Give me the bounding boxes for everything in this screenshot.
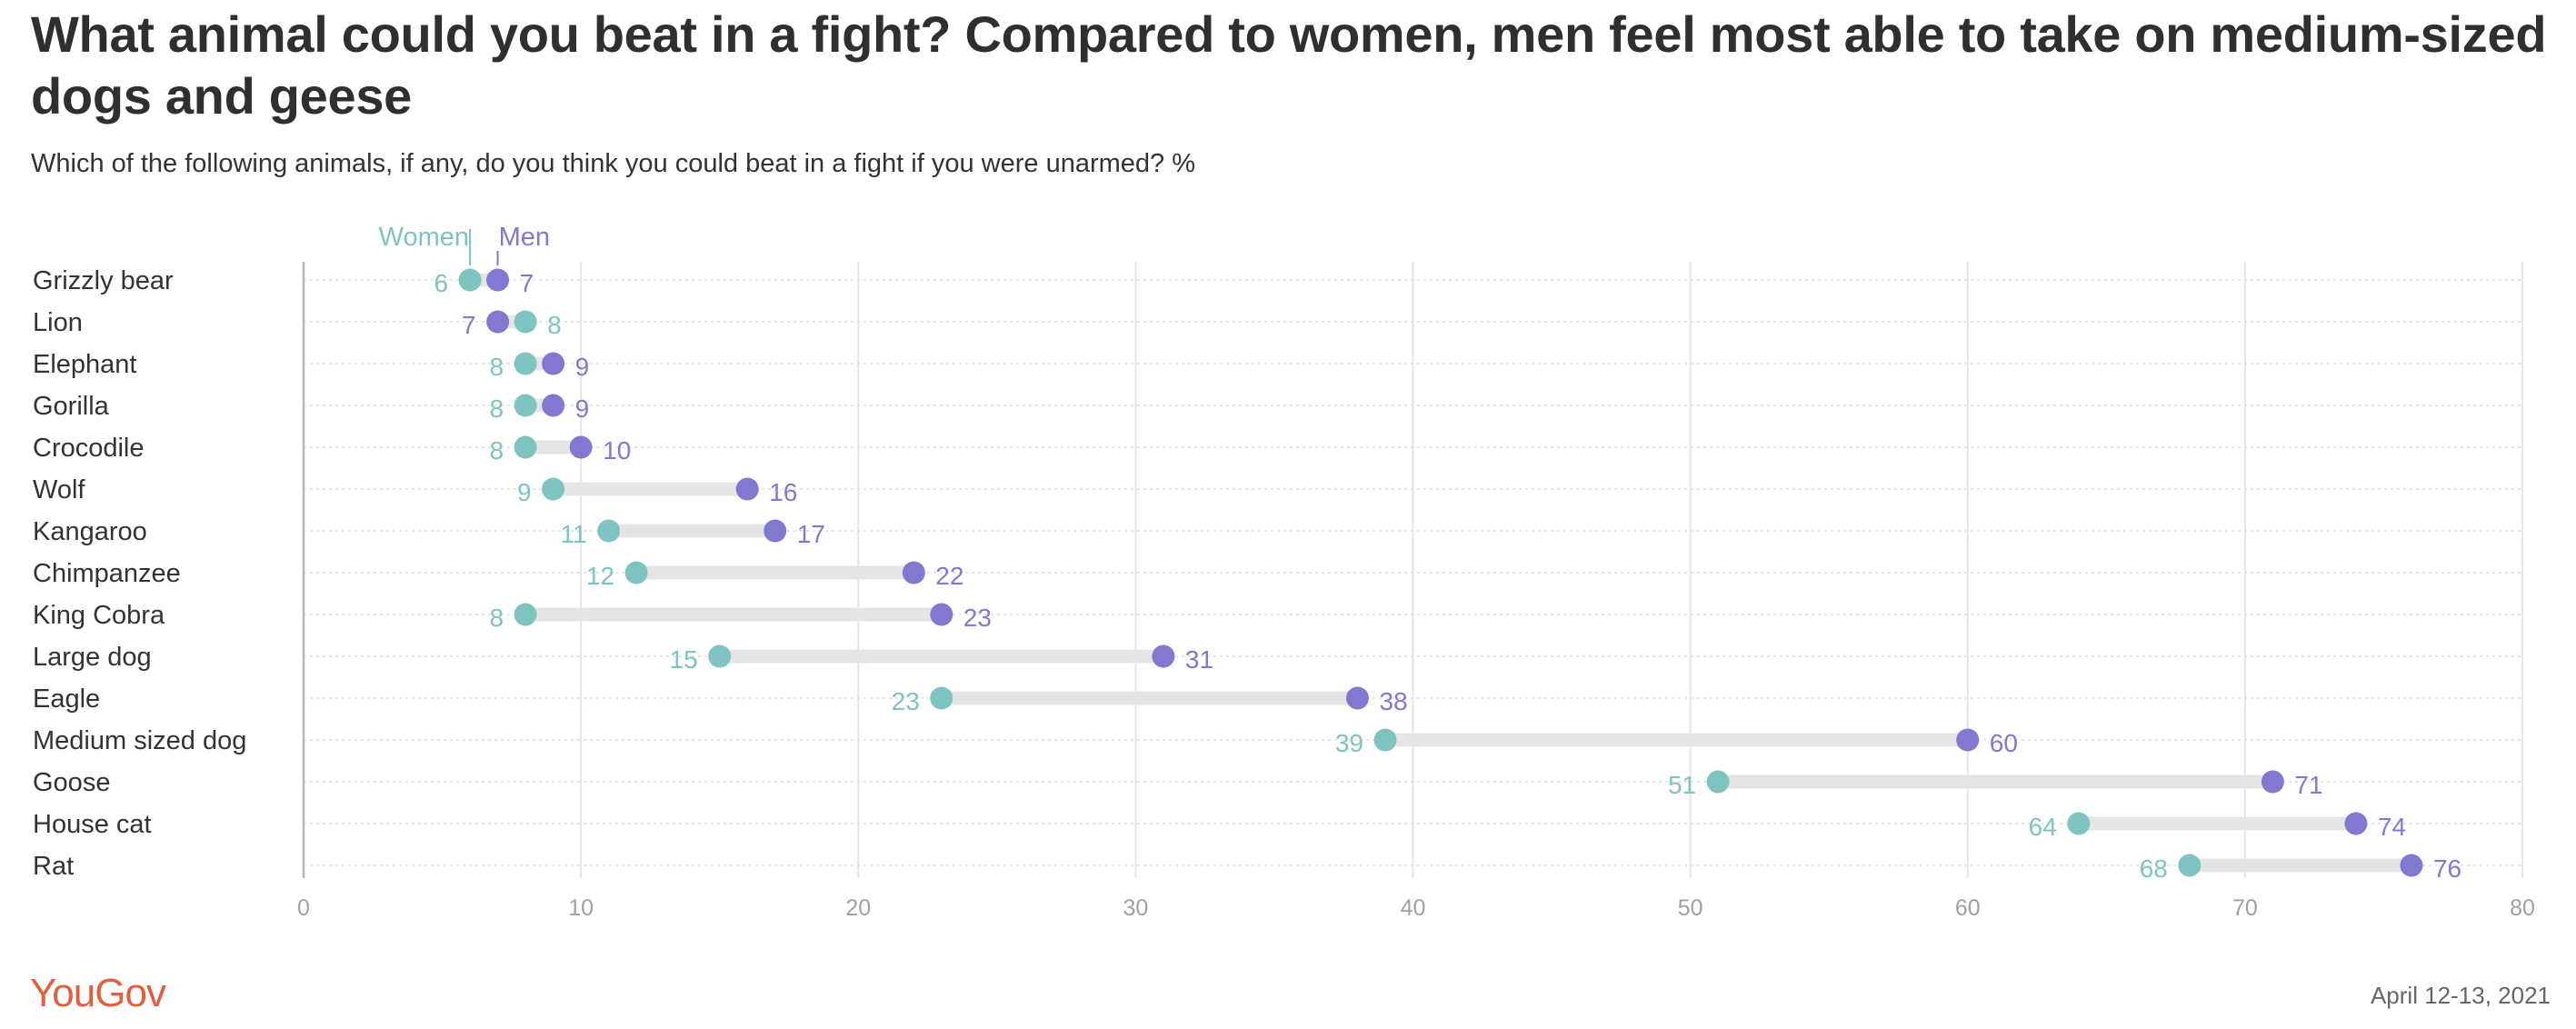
men-dot [2344, 812, 2368, 835]
category-label: Kangaroo [33, 517, 147, 546]
women-value-label: 8 [490, 395, 504, 423]
men-dot [2261, 770, 2284, 794]
men-value-label: 76 [2433, 854, 2461, 883]
women-dot [458, 268, 482, 292]
women-dot [514, 394, 537, 417]
men-dot [542, 352, 565, 375]
x-tick-label: 10 [568, 895, 594, 921]
men-dot [902, 561, 925, 584]
x-tick-label: 70 [2232, 895, 2258, 921]
men-value-label: 31 [1185, 645, 1213, 674]
women-dot [1373, 728, 1397, 752]
women-dot [514, 603, 537, 626]
women-value-label: 8 [490, 604, 504, 632]
men-dot [1956, 728, 1980, 752]
women-dot [1706, 770, 1730, 794]
x-tick-label: 50 [1678, 895, 1703, 921]
women-dot [514, 352, 537, 375]
women-value-label: 51 [1668, 771, 1696, 799]
women-dot [514, 310, 537, 334]
women-dot [597, 519, 621, 543]
men-dot [569, 435, 593, 459]
category-label: Eagle [33, 684, 100, 714]
category-label: House cat [33, 810, 152, 839]
women-value-label: 12 [586, 562, 614, 590]
women-value-label: 15 [670, 645, 698, 674]
category-label: Medium sized dog [33, 726, 246, 755]
category-label: King Cobra [33, 601, 165, 630]
category-label: Goose [33, 768, 110, 797]
men-value-label: 22 [935, 562, 964, 590]
category-label: Rat [33, 852, 74, 881]
men-dot [1152, 644, 1175, 668]
men-value-label: 71 [2294, 771, 2322, 799]
men-value-label: 23 [964, 604, 992, 632]
men-dot [486, 310, 510, 334]
women-value-label: 68 [2140, 854, 2168, 883]
x-tick-label: 20 [845, 895, 871, 921]
men-value-label: 38 [1379, 687, 1407, 715]
category-label: Wolf [33, 475, 85, 505]
men-dot [930, 603, 954, 626]
x-tick-label: 80 [2510, 895, 2535, 921]
category-label: Crocodile [33, 434, 145, 463]
men-value-label: 7 [520, 269, 534, 297]
women-value-label: 39 [1335, 729, 1363, 757]
category-label: Grizzly bear [33, 266, 174, 295]
women-dot [2178, 854, 2202, 877]
women-value-label: 6 [434, 269, 448, 297]
women-value-label: 9 [517, 478, 532, 506]
men-dot [735, 477, 759, 501]
women-value-label: 23 [892, 687, 920, 715]
category-label: Gorilla [33, 392, 110, 421]
men-value-label: 17 [797, 520, 825, 548]
women-value-label: 8 [490, 436, 504, 465]
category-label: Chimpanzee [33, 559, 181, 588]
men-dot [2400, 854, 2423, 877]
dumbbell-chart: 0 10 20 30 40 50 60 70 80 Grizzly bear Lion Elephan… [33, 223, 2535, 921]
men-value-label: 9 [575, 353, 590, 381]
yougov-logo: YouGov [30, 971, 166, 1015]
women-dot [514, 435, 537, 459]
women-dot [930, 686, 954, 710]
men-value-label: 10 [603, 436, 631, 465]
women-value-label: 11 [561, 520, 587, 548]
women-value-label: 8 [547, 311, 562, 339]
women-dot [708, 644, 732, 668]
category-label: Large dog [33, 643, 152, 672]
x-tick-label: 30 [1123, 895, 1148, 921]
men-dot [542, 394, 565, 417]
men-value-label: 60 [1990, 729, 2018, 757]
category-label: Lion [33, 308, 83, 337]
men-dot [764, 519, 787, 543]
category-label: Elephant [33, 350, 137, 379]
chart-subtitle: Which of the following animals, if any, … [31, 149, 1195, 178]
x-tick-label: 0 [297, 895, 310, 921]
legend-men-label: Men [499, 223, 550, 252]
women-value-label: 8 [490, 353, 504, 381]
women-dot [2067, 812, 2091, 835]
survey-date: April 12-13, 2021 [2370, 982, 2551, 1009]
chart-title: What animal could you beat in a fight? C… [31, 5, 2547, 125]
women-dot [624, 561, 648, 584]
men-value-label: 16 [769, 478, 797, 506]
legend-women-label: Women [379, 223, 469, 252]
x-tick-label: 40 [1401, 895, 1426, 921]
women-dot [542, 477, 565, 501]
women-value-label: 64 [2029, 813, 2057, 841]
men-dot [486, 268, 510, 292]
x-tick-label: 60 [1955, 895, 1981, 921]
men-value-label: 7 [462, 311, 476, 339]
men-value-label: 9 [575, 395, 590, 423]
men-dot [1345, 686, 1369, 710]
men-value-label: 74 [2378, 813, 2406, 841]
